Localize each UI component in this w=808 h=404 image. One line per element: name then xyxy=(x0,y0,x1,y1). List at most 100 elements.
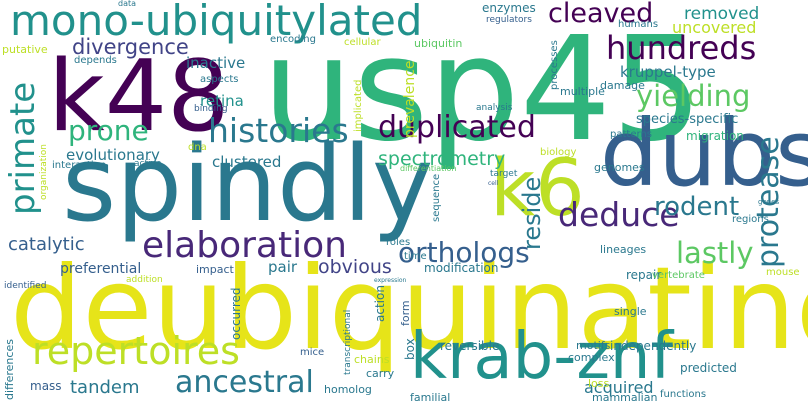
word-vertebrate: vertebrate xyxy=(652,270,705,281)
word-species-specific: species-specific xyxy=(636,112,739,127)
word-single: single xyxy=(614,305,647,318)
word-ancestral: ancestral xyxy=(175,365,314,400)
word-functions: functions xyxy=(660,389,707,400)
word-time: time xyxy=(404,251,427,262)
word-prevalence: prevalence xyxy=(402,60,418,139)
word-chains: chains xyxy=(354,353,390,366)
word-humans: humans xyxy=(618,19,659,30)
word-dna: dna xyxy=(188,142,207,153)
word-processes: processes xyxy=(549,40,560,90)
word-cell: cell xyxy=(488,180,499,187)
word-repair: repair xyxy=(626,268,662,282)
word-genomes: genomes xyxy=(594,161,645,174)
word-motifs: motifs xyxy=(576,339,611,352)
word-putative: putative xyxy=(2,43,48,56)
word-aspects: aspects xyxy=(200,74,239,85)
word-mass: mass xyxy=(30,379,62,393)
word-multiple: multiple xyxy=(560,85,605,98)
word-loss: loss xyxy=(588,377,610,390)
word-carry: carry xyxy=(366,367,395,380)
word-depends: depends xyxy=(74,55,117,66)
word-removed: removed xyxy=(684,4,760,24)
word-transcriptional: transcriptional xyxy=(343,309,353,375)
word-target: target xyxy=(490,169,518,179)
word-data: data xyxy=(118,0,137,8)
word-identified: identified xyxy=(4,281,47,291)
word-kruppel-type: kruppel-type xyxy=(620,63,716,81)
word-usp45: usp45 xyxy=(262,5,703,173)
word-form: form xyxy=(399,300,412,326)
word-cleaved: cleaved xyxy=(548,0,654,29)
word-orthologs: orthologs xyxy=(398,236,530,269)
word-obvious: obvious xyxy=(318,256,392,278)
word-impact: impact xyxy=(196,263,234,276)
word-migration: migration xyxy=(686,129,744,143)
word-inactive: inactive xyxy=(186,54,246,72)
word-pair: pair xyxy=(268,258,298,276)
word-implicated: implicated xyxy=(353,79,364,132)
word-uncovered: uncovered xyxy=(672,18,757,37)
word-elaboration: elaboration xyxy=(142,225,347,266)
word-dubs: dubs xyxy=(600,100,808,207)
word-prone: prone xyxy=(68,114,149,147)
word-independently: independently xyxy=(610,339,697,353)
word-genes: genes xyxy=(758,198,780,206)
word-hundreds: hundreds xyxy=(606,29,757,67)
word-mice: mice xyxy=(300,347,325,358)
word-roles: roles xyxy=(386,237,411,248)
word-occurred: occurred xyxy=(229,287,243,340)
word-cellular: cellular xyxy=(344,37,381,48)
word-duplicated: duplicated xyxy=(378,110,536,145)
word-patterns: patterns xyxy=(610,129,652,140)
word-encoding: encoding xyxy=(270,34,316,45)
word-spindly: spindly xyxy=(62,123,434,245)
word-spectrometry: spectrometry xyxy=(378,148,506,170)
word-reversible: reversible xyxy=(440,339,500,353)
word-ubiquitin: ubiquitin xyxy=(414,37,463,50)
word-divergence: divergence xyxy=(72,35,189,59)
word-evolutionary: evolutionary xyxy=(66,146,160,164)
word-binding: binding xyxy=(194,104,228,114)
word-damage: damage xyxy=(600,79,645,92)
word-interaction: interaction xyxy=(52,160,107,171)
word-mono-ubiquitylated: mono-ubiquitylated xyxy=(10,0,423,45)
word-complex: complex xyxy=(568,351,615,364)
word-differences: differences xyxy=(3,339,16,400)
word-primate: primate xyxy=(3,81,43,215)
word-enzymes: enzymes xyxy=(482,1,536,15)
word-lineages: lineages xyxy=(600,243,647,256)
word-krab-znf: krab-znf xyxy=(410,320,673,394)
word-active: active xyxy=(134,159,162,169)
word-k48: k48 xyxy=(48,40,230,154)
word-box: box xyxy=(403,338,417,360)
word-catalytic: catalytic xyxy=(8,234,85,255)
word-predicted: predicted xyxy=(680,361,737,375)
word-histories: histories xyxy=(208,111,349,150)
word-rodent: rodent xyxy=(654,192,740,222)
word-deubiquinating: deubiquinating xyxy=(10,242,808,375)
word-expression: expression xyxy=(374,277,407,284)
word-k6: k6 xyxy=(490,144,585,234)
word-mammalian: mammalian xyxy=(592,391,658,404)
word-preferential: preferential xyxy=(60,261,142,277)
word-differentiation: differentiation xyxy=(400,164,457,173)
word-acquired: acquired xyxy=(584,378,654,397)
word-homolog: homolog xyxy=(324,383,372,396)
word-deduce: deduce xyxy=(558,195,680,234)
word-action: action xyxy=(373,285,387,322)
word-retina: retina xyxy=(200,92,244,110)
word-biology: biology xyxy=(540,147,577,158)
word-repertoires: repertoires xyxy=(32,329,240,373)
word-organization: organization xyxy=(39,144,49,200)
word-modification: modification xyxy=(424,261,499,275)
word-addition: addition xyxy=(126,275,163,285)
word-reside: reside xyxy=(518,176,546,250)
word-clustered: clustered xyxy=(212,153,282,171)
word-analysis: analysis xyxy=(476,103,513,113)
word-yielding: yielding xyxy=(636,79,751,113)
word-regions: regions xyxy=(732,214,769,225)
word-sequence: sequence xyxy=(431,173,442,222)
word-mouse: mouse xyxy=(766,267,800,278)
word-lastly: lastly xyxy=(676,236,754,270)
